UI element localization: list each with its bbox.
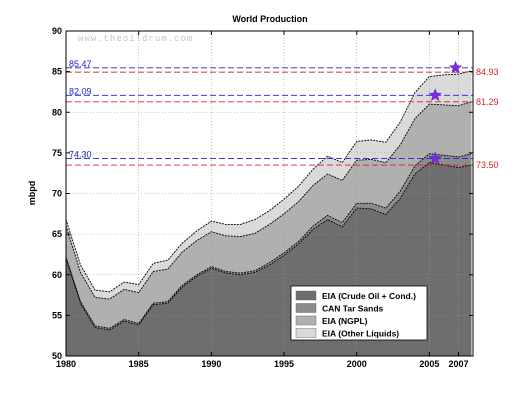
y-tick-label: 80 <box>52 107 62 117</box>
y-tick-label: 50 <box>52 351 62 361</box>
x-tick-label: 2005 <box>419 359 439 369</box>
y-tick-label: 70 <box>52 189 62 199</box>
reference-label: 73.50 <box>476 160 499 170</box>
legend-label: EIA (Other Liquids) <box>322 329 399 339</box>
reference-label: 74.30 <box>69 150 92 160</box>
y-axis-label: mbpd <box>27 181 37 206</box>
series-line-1 <box>65 162 472 331</box>
chart-title: World Production <box>232 14 307 24</box>
y-axis-ticks: 50 55 60 65 70 75 80 85 90 <box>52 26 473 361</box>
y-tick-label: 85 <box>52 67 62 77</box>
y-tick-label: 60 <box>52 270 62 280</box>
reference-label: 85.47 <box>69 59 92 69</box>
x-tick-label: 1990 <box>201 359 221 369</box>
peak-markers <box>428 60 463 165</box>
area-3 <box>66 101 472 329</box>
peak-star-icon <box>428 151 442 165</box>
y-tick-label: 65 <box>52 229 62 239</box>
legend-label: EIA (Crude Oil + Cond.) <box>322 291 416 301</box>
x-tick-label: 2007 <box>448 359 468 369</box>
x-tick-label: 2000 <box>347 359 367 369</box>
reference-label: 82.09 <box>69 86 92 96</box>
peak-star-icon <box>448 60 463 74</box>
series-line-4 <box>65 70 472 293</box>
legend-label: EIA (NGPL) <box>322 316 368 326</box>
legend-swatch <box>295 315 317 326</box>
x-tick-label: 1995 <box>274 359 294 369</box>
x-tick-label: 1985 <box>129 359 149 369</box>
watermark: www.theoildrum.com <box>78 34 193 44</box>
legend-swatch <box>295 290 317 301</box>
series-line-2 <box>65 153 472 329</box>
legend-label: CAN Tar Sands <box>322 304 384 314</box>
legend-swatch <box>295 303 317 313</box>
series-line-3 <box>65 101 472 300</box>
reference-lines: 85.47 84.93 82.09 81.29 74.30 73.50 <box>66 59 499 170</box>
reference-label: 81.29 <box>476 97 499 107</box>
x-tick-label: 1980 <box>56 359 76 369</box>
y-tick-label: 75 <box>52 148 62 158</box>
series-outlines <box>65 70 472 331</box>
legend-swatch <box>295 328 317 338</box>
legend: EIA (Crude Oil + Cond.) CAN Tar Sands EIA … <box>290 285 428 341</box>
reference-label: 84.93 <box>476 67 499 77</box>
x-axis-ticks: 1980 1985 1990 1995 2000 2005 2007 <box>56 31 468 369</box>
y-tick-label: 55 <box>52 310 62 320</box>
y-tick-label: 90 <box>52 26 62 36</box>
peak-star-icon <box>428 88 442 101</box>
